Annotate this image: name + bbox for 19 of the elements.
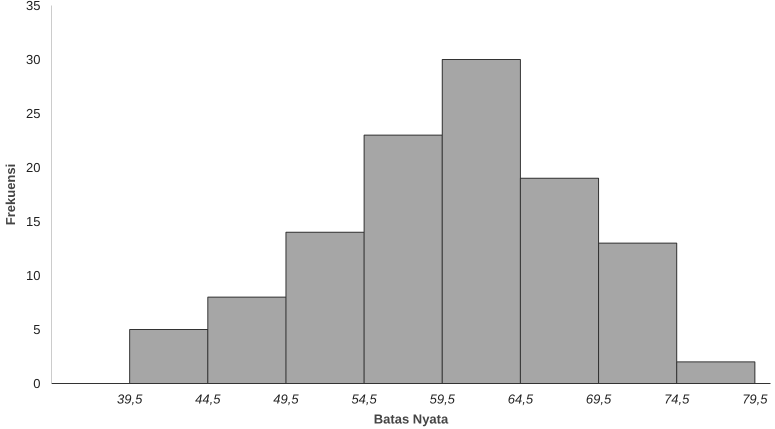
x-tick-label: 69,5 bbox=[586, 392, 612, 406]
x-tick-label: 39,5 bbox=[117, 392, 144, 406]
y-tick-label: 20 bbox=[26, 160, 41, 175]
y-tick-label: 15 bbox=[26, 214, 41, 229]
x-tick-label: 49,5 bbox=[273, 392, 300, 406]
x-tick-label: 44,5 bbox=[195, 392, 222, 406]
y-tick-label: 35 bbox=[26, 0, 41, 13]
x-tick-label: 59,5 bbox=[430, 392, 456, 406]
y-tick-label: 0 bbox=[33, 376, 41, 391]
y-tick-label: 25 bbox=[26, 106, 41, 121]
y-axis-title: Frekuensi bbox=[3, 164, 18, 226]
x-tick-label: 64,5 bbox=[508, 392, 534, 406]
x-axis-title: Batas Nyata bbox=[374, 412, 449, 426]
y-tick-label: 5 bbox=[33, 322, 41, 337]
x-tick-label: 54,5 bbox=[351, 392, 378, 406]
y-tick-label: 30 bbox=[26, 52, 41, 67]
x-tick-label: 79,5 bbox=[742, 392, 768, 406]
y-tick-label: 10 bbox=[26, 268, 41, 283]
x-tick-label: 74,5 bbox=[664, 392, 690, 406]
